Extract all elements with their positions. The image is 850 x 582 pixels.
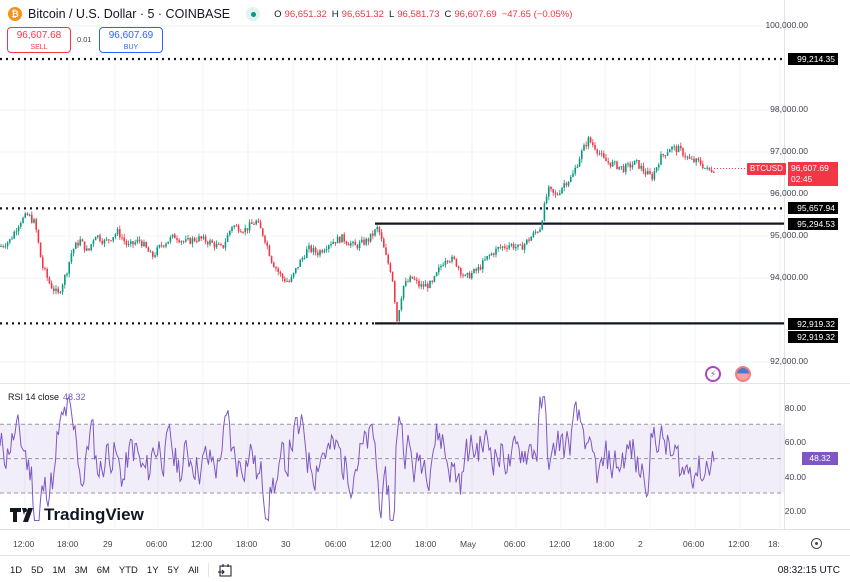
close-value: 96,607.69 [454, 8, 497, 20]
rsi-axis-label: 20.00 [784, 506, 806, 516]
price-axis-label: 94,000.00 [770, 272, 808, 282]
ohlc-values: O 96,651.32 H 96,651.32 L 96,581.73 C 96,607… [274, 9, 574, 20]
level-tag-92919-second[interactable]: 92,919.32 [788, 331, 838, 343]
spread-value: 0.01 [77, 35, 92, 44]
rsi-value: 48.32 [63, 392, 86, 402]
low-value: 96,581.73 [397, 8, 440, 20]
price-chart[interactable] [0, 0, 850, 383]
high-value: 96,651.32 [341, 8, 384, 20]
price-axis-label: 98,000.00 [770, 104, 808, 114]
buy-button[interactable]: 96,607.69 BUY [99, 27, 163, 53]
price-axis-separator [784, 0, 785, 530]
tradingview-logo-text: TradingView [44, 505, 144, 524]
time-axis-label: 12:00 [549, 539, 571, 549]
pane-separator [0, 383, 850, 384]
us-flag-event-icon[interactable] [735, 366, 751, 382]
range-5d[interactable]: 5D [31, 564, 44, 576]
level-tag-92919[interactable]: 92,919.32 [788, 318, 838, 330]
price-axis-label: 100,000.00 [765, 20, 808, 30]
rsi-value-tag: 48.32 [802, 452, 838, 465]
rsi-axis-label: 80.00 [784, 403, 806, 413]
range-3m[interactable]: 3M [74, 564, 88, 576]
time-axis-label: 12:00 [370, 539, 392, 549]
high-label: H [331, 8, 339, 20]
price-axis-label: 97,000.00 [770, 146, 808, 156]
time-axis-label: 12:00 [191, 539, 213, 549]
time-axis-label: 06:00 [504, 539, 526, 549]
rsi-chart[interactable] [0, 384, 850, 529]
time-axis-label: 18: [768, 539, 780, 549]
current-price: 96,607.69 [791, 163, 829, 173]
rsi-title: RSI 14 close [8, 392, 60, 402]
time-axis-label: 06:00 [146, 539, 168, 549]
tradingview-logo-icon [10, 508, 33, 522]
time-axis-label: 12:00 [13, 539, 35, 549]
utc-clock[interactable]: 08:32:15 UTC [777, 565, 840, 576]
range-5y[interactable]: 5Y [167, 564, 180, 576]
rsi-axis-label: 40.00 [784, 472, 806, 482]
range-bar: 1D 5D 1M 3M 6M YTD 1Y 5Y All [10, 563, 232, 577]
time-axis-label: May [460, 539, 477, 549]
market-open-status-icon [246, 7, 261, 21]
symbol-title[interactable]: Bitcoin / U.S. Dollar · 5 · COINBASE [28, 7, 231, 21]
buy-label: BUY [123, 44, 139, 51]
range-1y[interactable]: 1Y [146, 564, 159, 576]
time-axis[interactable]: 12:00 18:00 29 06:00 12:00 18:00 30 06:00 12:00 1… [0, 539, 784, 551]
time-axis-label: 12:00 [728, 539, 750, 549]
rsi-axis-label: 60.00 [784, 437, 806, 447]
current-price-tag: 96,607.69 02:45 [788, 162, 838, 186]
symbol-header: ₿ Bitcoin / U.S. Dollar · 5 · COINBASE O… [8, 5, 574, 23]
bar-countdown: 02:45 [791, 174, 813, 184]
low-label: L [388, 8, 395, 20]
rsi-legend[interactable]: RSI 14 close 48.32 [8, 392, 86, 402]
go-to-date-icon[interactable] [217, 563, 232, 577]
range-all[interactable]: All [188, 564, 199, 576]
change-value: −47.65 (−0.05%) [501, 8, 573, 20]
time-axis-label: 06:00 [683, 539, 705, 549]
time-axis-label: 18:00 [236, 539, 258, 549]
price-axis-label: 92,000.00 [770, 356, 808, 366]
price-axis-label: 96,000.00 [770, 188, 808, 198]
range-ytd[interactable]: YTD [118, 564, 138, 576]
lightning-event-icon[interactable]: ⚡ [705, 366, 721, 382]
sell-price: 96,607.68 [16, 30, 62, 41]
tradingview-logo[interactable]: TradingView [10, 505, 144, 525]
sell-label: SELL [30, 44, 48, 51]
symbol-price-tag: BTCUSD [747, 163, 786, 175]
time-axis-label: 18:00 [593, 539, 615, 549]
buy-price: 96,607.69 [108, 30, 154, 41]
time-axis-label: 2 [638, 539, 643, 549]
range-bar-divider [207, 563, 209, 577]
range-1m[interactable]: 1M [52, 564, 66, 576]
level-tag-95294[interactable]: 95,294.53 [788, 218, 838, 230]
open-label: O [274, 8, 282, 20]
bitcoin-icon: ₿ [8, 7, 22, 21]
range-6m[interactable]: 6M [96, 564, 110, 576]
level-tag-95657[interactable]: 95,657.94 [788, 202, 838, 214]
time-axis-label: 06:00 [325, 539, 347, 549]
time-axis-label: 29 [103, 539, 113, 549]
sell-button[interactable]: 96,607.68 SELL [7, 27, 71, 53]
range-1d[interactable]: 1D [10, 564, 23, 576]
time-axis-settings-icon[interactable] [811, 538, 822, 549]
time-axis-label: 30 [281, 539, 291, 549]
close-label: C [444, 8, 452, 20]
open-value: 96,651.32 [284, 8, 327, 20]
price-axis-label: 95,000.00 [770, 230, 808, 240]
range-bar-separator [0, 555, 850, 556]
time-axis-label: 18:00 [415, 539, 437, 549]
time-axis-separator [0, 529, 850, 530]
time-axis-label: 18:00 [57, 539, 79, 549]
level-tag-99214[interactable]: 99,214.35 [788, 53, 838, 65]
